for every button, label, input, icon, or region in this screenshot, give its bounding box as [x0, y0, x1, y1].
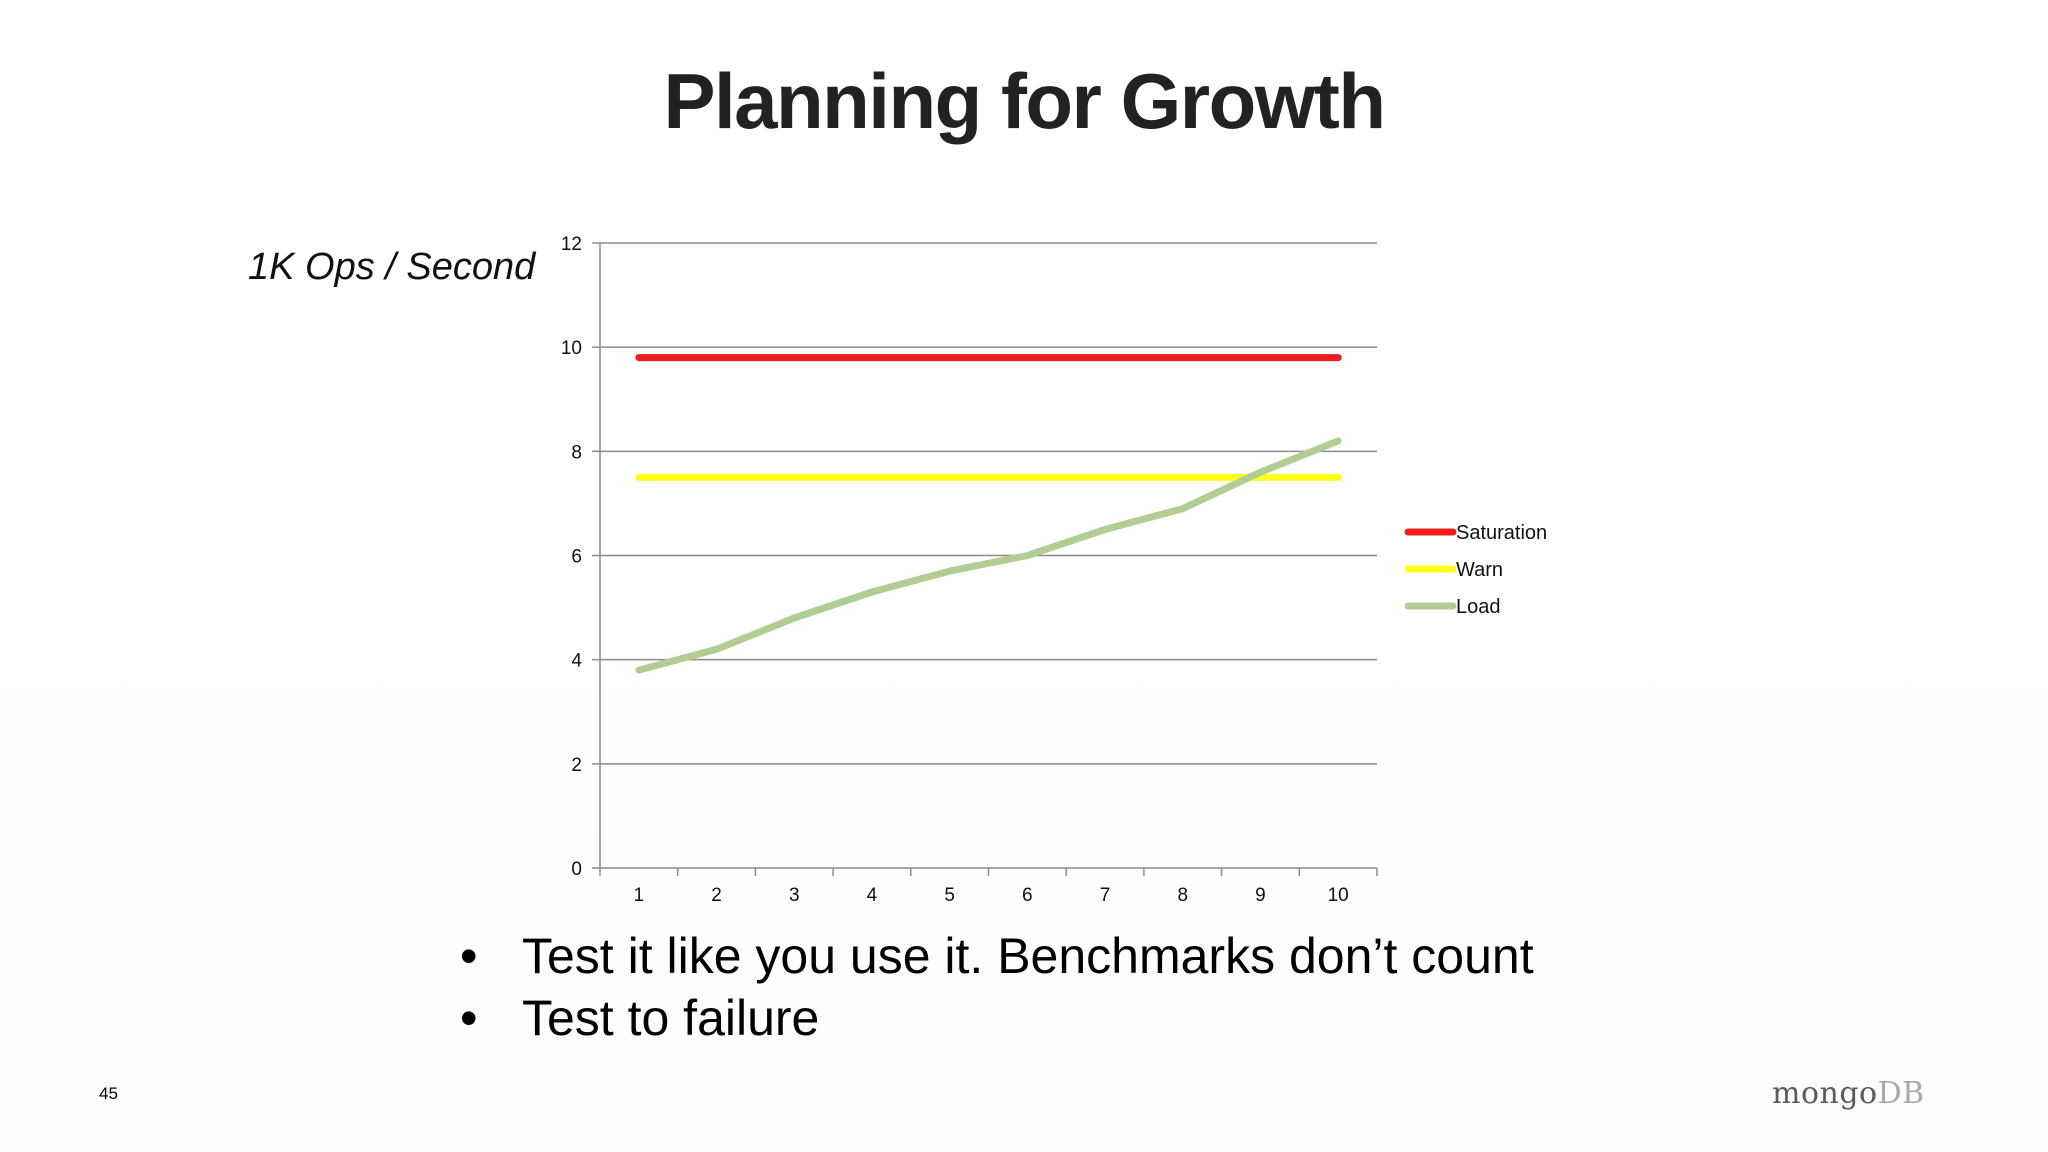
x-tick-label: 7 — [1100, 885, 1111, 906]
bullet-dot: • — [460, 990, 478, 1046]
y-axis-title: 1K Ops / Second — [248, 246, 536, 288]
logo-text-mongo: mongo — [1772, 1076, 1878, 1111]
x-tick-label: 3 — [789, 885, 800, 906]
x-tick-label: 9 — [1255, 885, 1266, 906]
gridlines — [600, 242, 1377, 765]
page-number: 45 — [99, 1084, 118, 1103]
bullet-dot: • — [460, 928, 478, 984]
legend: Saturation Warn Load — [1404, 522, 1547, 618]
x-tick-label: 2 — [711, 885, 722, 906]
bullet-item: • Test it like you use it. Benchmarks do… — [460, 925, 1534, 987]
y-tick-label: 12 — [561, 234, 582, 255]
bullet-text: Test it like you use it. Benchmarks don’… — [522, 928, 1534, 984]
bullet-item: • Test to failure — [460, 987, 1534, 1049]
x-tick-label: 5 — [944, 885, 955, 906]
bullet-text: Test to failure — [522, 990, 820, 1046]
x-tick-label: 4 — [867, 885, 878, 906]
bullet-list: • Test it like you use it. Benchmarks do… — [460, 925, 1534, 1049]
y-tick-label: 10 — [561, 338, 582, 359]
series-line-load — [635, 437, 1342, 674]
x-tick-label: 8 — [1177, 885, 1188, 906]
x-tick-label: 10 — [1328, 885, 1349, 906]
slide-title: Planning for Growth — [663, 57, 1386, 145]
y-tick-label: 6 — [571, 547, 582, 568]
y-tick-label: 0 — [571, 859, 582, 880]
mongodb-logo: mongoDB — [1772, 1076, 1925, 1111]
legend-label: Warn — [1456, 559, 1503, 581]
x-tick-label: 1 — [634, 885, 645, 906]
y-tick-label: 8 — [571, 442, 582, 463]
legend-label: Load — [1456, 596, 1501, 618]
legend-label: Saturation — [1456, 522, 1547, 544]
y-tick-label: 4 — [571, 651, 582, 672]
logo-text-db: DB — [1877, 1076, 1925, 1111]
x-tick-label: 6 — [1022, 885, 1033, 906]
y-tick-label: 2 — [571, 755, 582, 776]
series-lines — [635, 354, 1342, 674]
